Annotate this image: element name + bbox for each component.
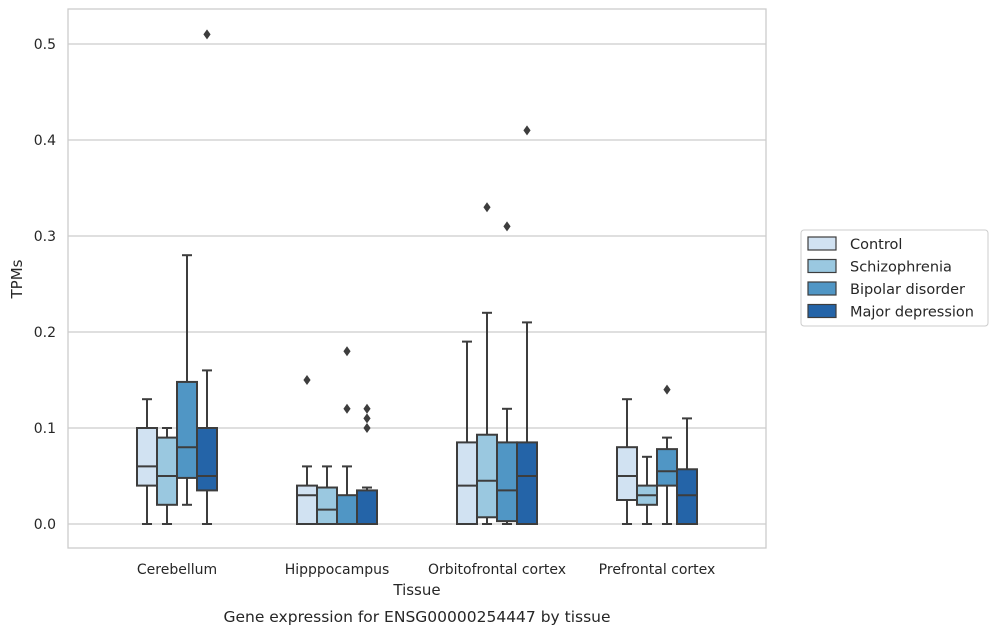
box-body (656, 448, 678, 487)
box-control (136, 398, 158, 525)
y-tick-label: 0.3 (34, 229, 56, 245)
legend-label: Control (850, 237, 902, 253)
legend-swatch (807, 236, 837, 251)
outliers (203, 29, 671, 433)
legend-label: Major depression (850, 305, 974, 321)
outlier-point (363, 423, 371, 433)
x-tick-label: Orbitofrontal cortex (428, 562, 566, 578)
box-body (136, 427, 158, 487)
box-bipolar-disorder (176, 254, 198, 506)
outlier-point (483, 202, 491, 213)
box-control (616, 398, 638, 525)
y-axis-ticks: 0.0 0.1 0.2 0.3 0.4 0.5 (34, 37, 56, 533)
outlier-point (363, 413, 371, 424)
x-tick-label: Prefrontal cortex (599, 562, 716, 578)
legend: Control Schizophrenia Bipolar disorder Majo… (800, 229, 989, 327)
y-tick-label: 0.2 (34, 325, 56, 341)
x-tick-label: Cerebellum (137, 562, 217, 578)
legend-label: Bipolar disorder (850, 282, 965, 298)
legend-swatch (807, 258, 837, 274)
boxes (136, 254, 698, 526)
chart-caption: Gene expression for ENSG00000254447 by t… (223, 608, 610, 626)
legend-swatch (807, 303, 837, 319)
legend-label: Schizophrenia (850, 260, 952, 276)
box-bipolar-disorder (656, 436, 678, 525)
outlier-point (663, 384, 671, 395)
box-body (496, 441, 518, 523)
box-body (356, 489, 378, 525)
box-major-depression (196, 369, 218, 525)
box-major-depression (676, 417, 698, 525)
y-tick-label: 0.0 (34, 517, 56, 533)
outlier-point (343, 346, 351, 357)
outlier-point (363, 403, 371, 414)
box-body (616, 446, 638, 502)
box-bipolar-disorder (336, 465, 358, 526)
box-body (176, 380, 198, 479)
box-body (456, 441, 478, 525)
y-tick-label: 0.1 (34, 421, 56, 437)
box-body (296, 484, 318, 526)
outlier-point (523, 125, 531, 136)
box-schizophrenia (636, 455, 658, 525)
outlier-point (203, 29, 211, 40)
box-body (476, 433, 498, 519)
box-bipolar-disorder (496, 407, 518, 525)
box-body (316, 486, 338, 525)
box-control (456, 340, 478, 525)
x-axis-ticks: Cerebellum Hipppocampus Orbitofrontal cort… (137, 562, 715, 578)
box-body (676, 468, 698, 525)
outlier-point (303, 375, 311, 385)
box-body (336, 494, 358, 526)
box-major-depression (516, 321, 538, 525)
box-body (516, 441, 538, 525)
box-body (156, 436, 178, 506)
y-axis-label: TPMs (8, 259, 26, 299)
y-tick-label: 0.5 (34, 37, 56, 53)
outlier-point (343, 403, 351, 414)
plot-area-frame (67, 8, 767, 549)
box-schizophrenia (476, 311, 498, 525)
y-tick-label: 0.4 (34, 133, 56, 149)
legend-swatch (807, 281, 837, 296)
outlier-point (503, 221, 511, 232)
x-axis-label: Tissue (392, 581, 440, 599)
x-tick-label: Hipppocampus (285, 562, 390, 578)
legend-frame (800, 229, 989, 327)
box-major-depression (356, 486, 378, 525)
box-body (196, 427, 218, 492)
